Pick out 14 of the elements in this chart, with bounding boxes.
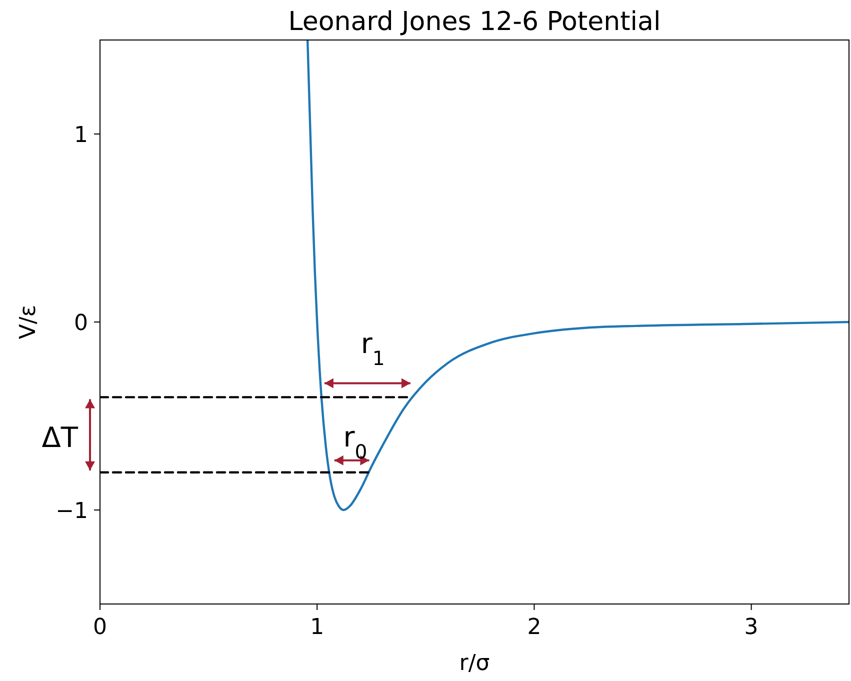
- y-tick-label: 1: [74, 123, 88, 148]
- line-series: [306, 40, 849, 512]
- y-axis-title: V/ε: [16, 304, 41, 340]
- x-tick-label: 3: [744, 615, 758, 640]
- x-axis-title: r/σ: [459, 651, 490, 676]
- x-tick-label: 2: [527, 615, 542, 640]
- text: ΔT: [42, 420, 79, 454]
- x-tick-label: 1: [310, 615, 324, 640]
- x-tick-label: 0: [93, 615, 107, 640]
- annotation: r$_{0}$: [343, 420, 368, 463]
- chart-title: Leonard Jones 12-6 Potential: [288, 7, 661, 37]
- y-tick-label: 0: [74, 311, 88, 336]
- y-tick-label: −1: [56, 499, 88, 524]
- annotation: r$_{1}$: [360, 327, 385, 370]
